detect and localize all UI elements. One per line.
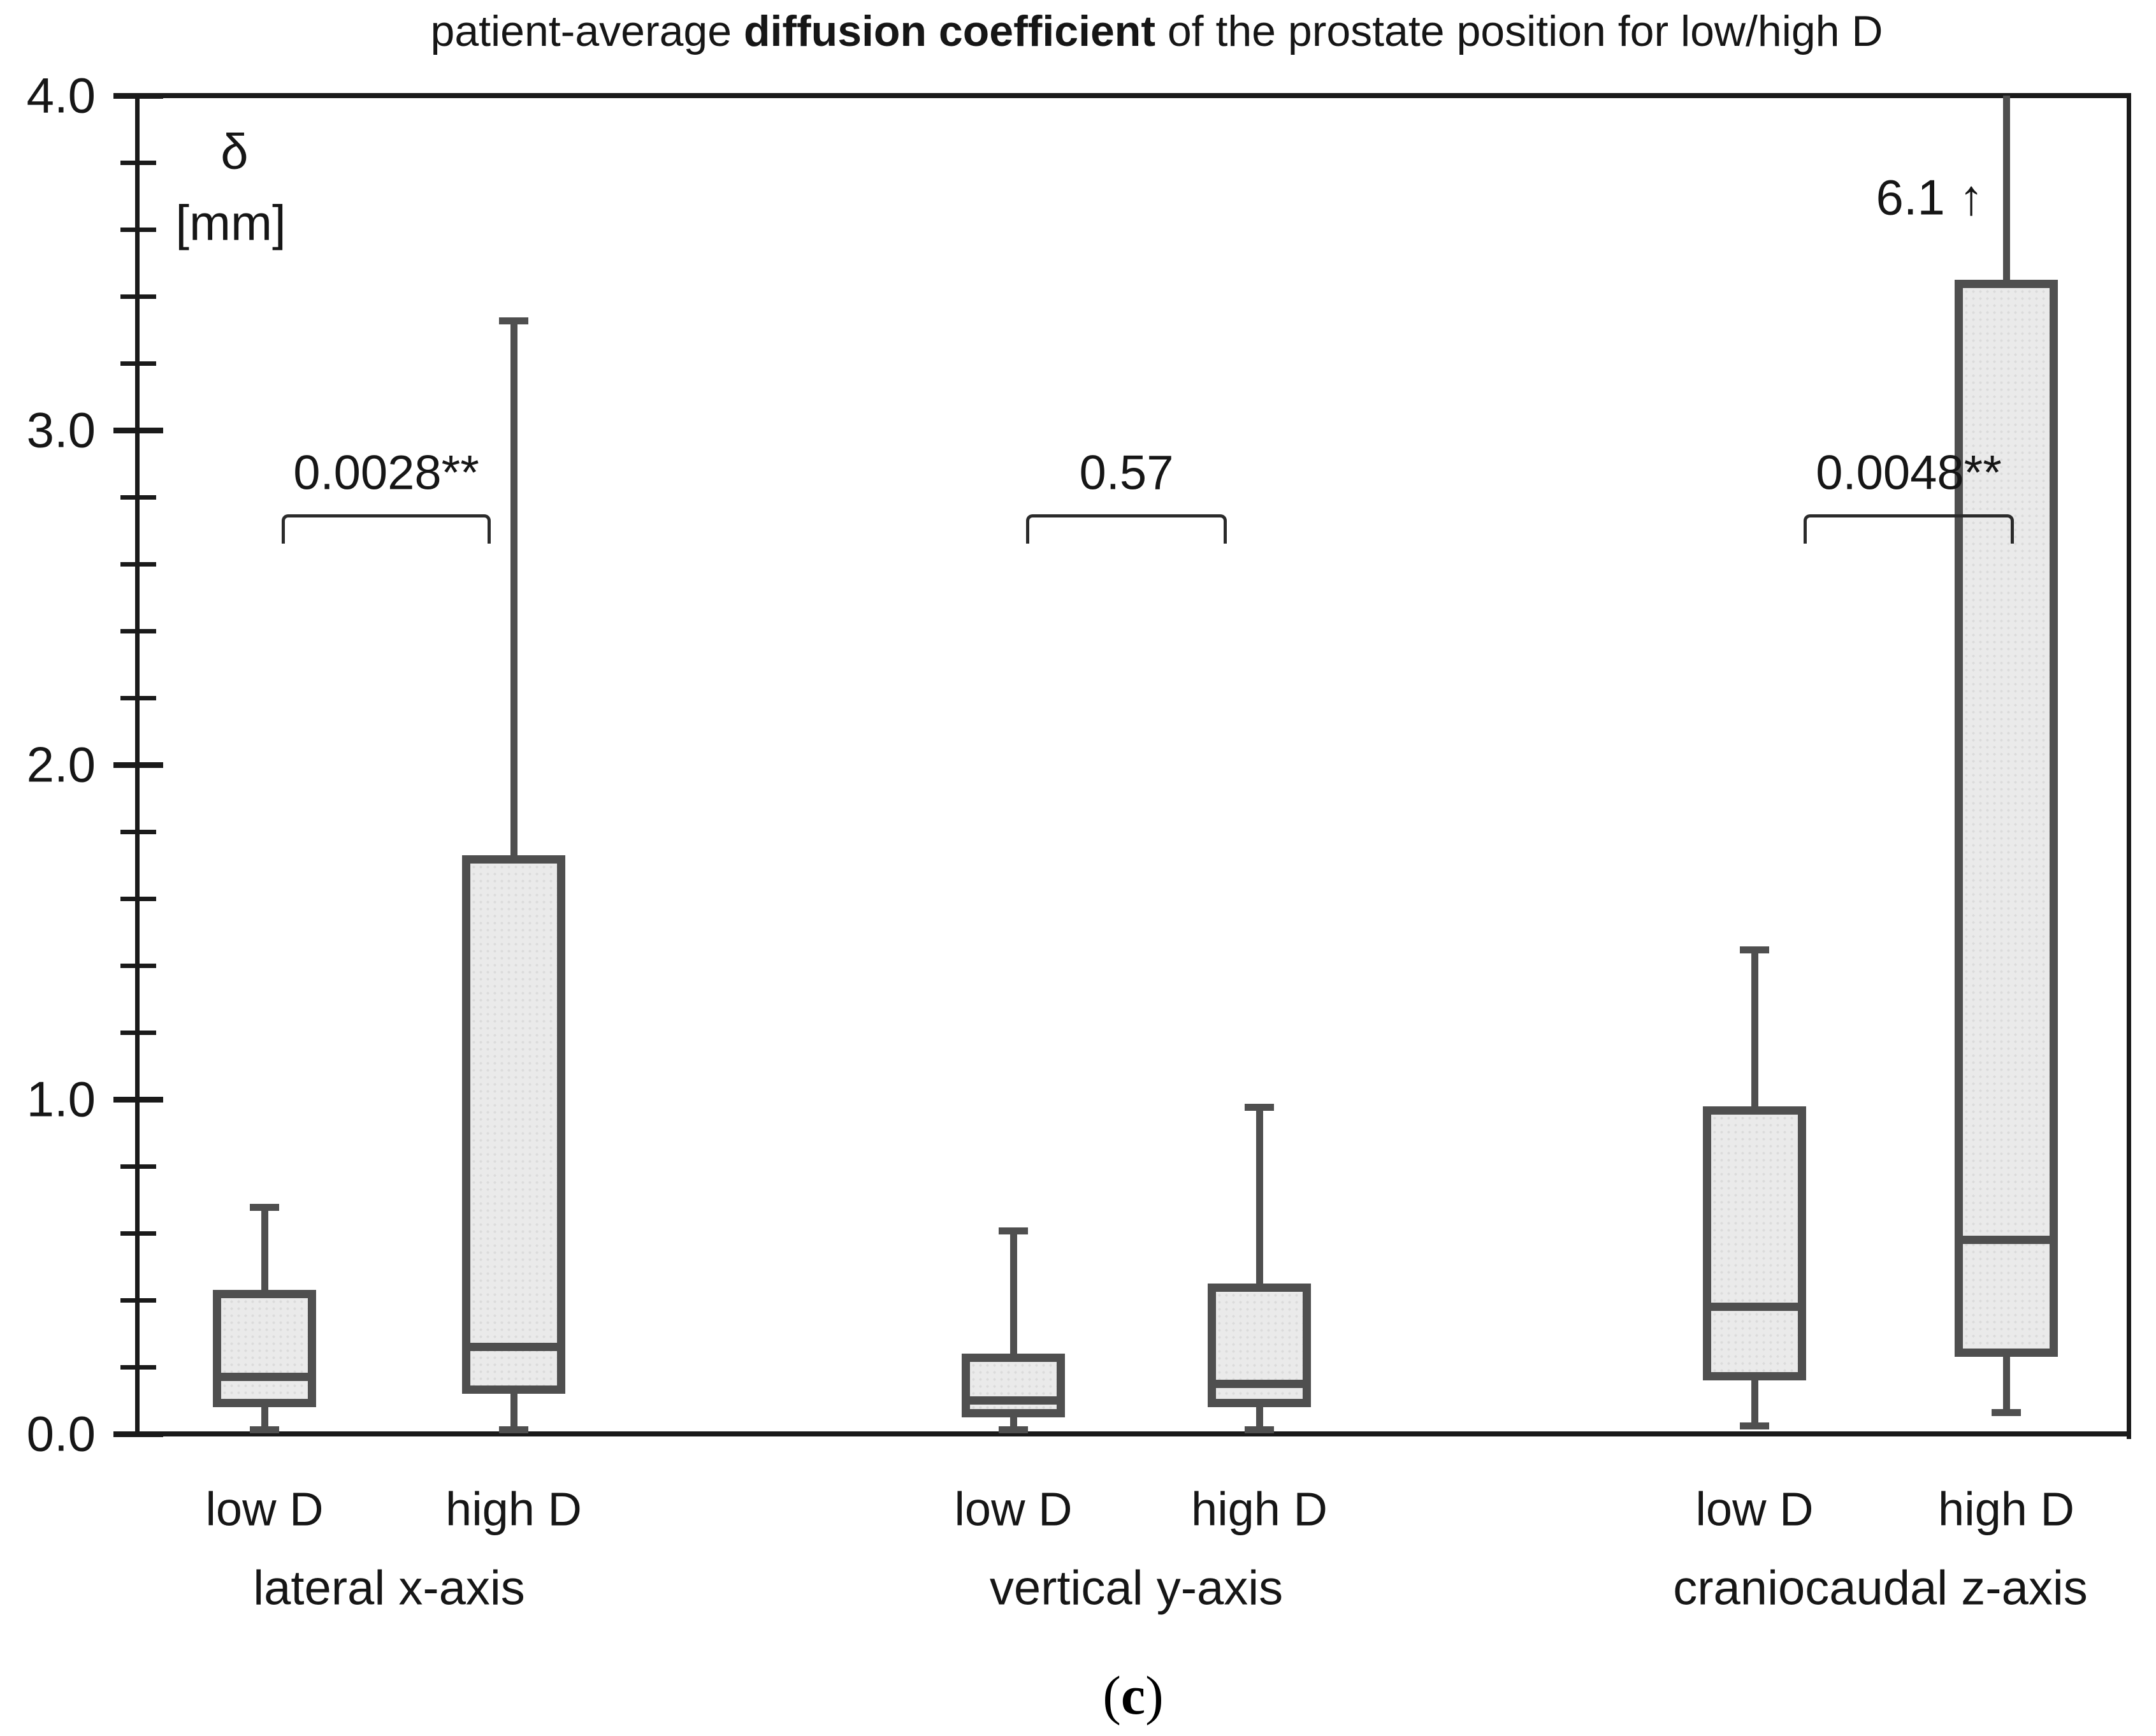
x-tick-label-vertical-y-axis-high-d: high D [1191, 1482, 1328, 1536]
y-minor-tick [120, 963, 156, 968]
x-axis-line [121, 1431, 2131, 1436]
group-label-lateral-x-axis: lateral x-axis [253, 1561, 525, 1616]
plot-right-border [2127, 93, 2131, 1439]
x-tick-label-craniocaudal-z-axis-high-d: high D [1938, 1482, 2074, 1536]
y-minor-tick [120, 1364, 156, 1370]
caption-open: ( [1103, 1665, 1121, 1726]
box-vertical-y-axis-high-d [1208, 1283, 1311, 1407]
group-label-craniocaudal-z-axis: craniocaudal z-axis [1673, 1561, 2088, 1616]
significance-bracket-lateral-x-axis [282, 514, 491, 544]
y-major-tick [113, 1096, 163, 1103]
whisker-upper-lateral-x-axis-low-d [261, 1210, 268, 1293]
whisker-lower-lateral-x-axis-low-d [261, 1405, 268, 1428]
outlier-annotation: 6.1 ↑ [1876, 169, 1984, 226]
y-minor-tick [120, 1030, 156, 1035]
whisker-cap-upper-lateral-x-axis-high-d [499, 317, 528, 324]
whisker-upper-craniocaudal-z-axis-high-d [2002, 96, 2010, 282]
whisker-lower-vertical-y-axis-low-d [1009, 1414, 1017, 1428]
x-tick-label-craniocaudal-z-axis-low-d: low D [1695, 1482, 1814, 1536]
median-line-craniocaudal-z-axis-high-d [1963, 1236, 2050, 1244]
y-minor-tick [120, 1164, 156, 1169]
caption-letter: c [1120, 1665, 1146, 1726]
y-minor-tick [120, 294, 156, 299]
y-tick-label-1.0: 1.0 [26, 1071, 96, 1127]
chart-title-bold: diffusion coefficient [743, 7, 1155, 55]
significance-bracket-vertical-y-axis [1026, 514, 1227, 544]
y-minor-tick [120, 227, 156, 232]
y-axis-symbol: δ [221, 123, 249, 180]
bracket-label-lateral-x-axis: 0.0028** [293, 445, 479, 500]
whisker-cap-upper-vertical-y-axis-low-d [999, 1227, 1028, 1234]
y-axis-unit: [mm] [175, 194, 286, 251]
box-vertical-y-axis-low-d [962, 1354, 1065, 1417]
box-craniocaudal-z-axis-low-d [1703, 1106, 1806, 1380]
y-minor-tick [120, 1298, 156, 1303]
median-line-vertical-y-axis-low-d [970, 1396, 1057, 1405]
caption-close: ) [1145, 1665, 1164, 1726]
y-minor-tick [120, 628, 156, 633]
y-major-tick [113, 427, 163, 433]
whisker-upper-vertical-y-axis-low-d [1009, 1233, 1017, 1356]
x-tick-label-lateral-x-axis-high-d: high D [445, 1482, 582, 1536]
chart-title-prefix: patient-average [430, 7, 744, 55]
box-lateral-x-axis-low-d [213, 1290, 316, 1407]
y-major-tick [113, 762, 163, 768]
y-tick-label-2.0: 2.0 [26, 736, 96, 793]
significance-bracket-craniocaudal-z-axis [1804, 514, 2014, 544]
median-line-craniocaudal-z-axis-low-d [1711, 1303, 1798, 1311]
whisker-lower-craniocaudal-z-axis-high-d [2002, 1354, 2010, 1411]
plot-top-border [136, 93, 2131, 98]
y-minor-tick [120, 829, 156, 834]
y-minor-tick [120, 361, 156, 366]
whisker-lower-craniocaudal-z-axis-low-d [1751, 1378, 1758, 1424]
bracket-label-vertical-y-axis: 0.57 [1079, 445, 1174, 500]
whisker-cap-upper-lateral-x-axis-low-d [250, 1204, 279, 1212]
whisker-cap-upper-vertical-y-axis-high-d [1245, 1103, 1274, 1111]
x-tick-label-vertical-y-axis-low-d: low D [954, 1482, 1073, 1536]
whisker-cap-lower-lateral-x-axis-low-d [250, 1426, 279, 1433]
whisker-cap-lower-vertical-y-axis-low-d [999, 1426, 1028, 1433]
y-minor-tick [120, 896, 156, 901]
figure-caption: (c) [1103, 1663, 1163, 1727]
bracket-label-craniocaudal-z-axis: 0.0048** [1816, 445, 2002, 500]
y-tick-label-3.0: 3.0 [26, 401, 96, 458]
chart-title: patient-average diffusion coefficient of… [431, 6, 1883, 56]
whisker-cap-lower-vertical-y-axis-high-d [1245, 1426, 1274, 1433]
median-line-lateral-x-axis-low-d [221, 1373, 308, 1382]
whisker-upper-craniocaudal-z-axis-low-d [1751, 952, 1758, 1109]
group-label-vertical-y-axis: vertical y-axis [989, 1561, 1284, 1616]
y-major-tick [113, 1431, 163, 1437]
y-minor-tick [120, 695, 156, 700]
whisker-upper-vertical-y-axis-high-d [1255, 1109, 1263, 1286]
y-minor-tick [120, 495, 156, 500]
median-line-lateral-x-axis-high-d [470, 1343, 557, 1351]
y-tick-label-0.0: 0.0 [26, 1405, 96, 1462]
whisker-lower-vertical-y-axis-high-d [1255, 1405, 1263, 1428]
y-minor-tick [120, 1231, 156, 1236]
median-line-vertical-y-axis-high-d [1216, 1379, 1303, 1388]
x-tick-label-lateral-x-axis-low-d: low D [205, 1482, 324, 1536]
y-minor-tick [120, 160, 156, 165]
box-lateral-x-axis-high-d [462, 855, 565, 1394]
box-craniocaudal-z-axis-high-d [1955, 279, 2058, 1357]
whisker-cap-lower-lateral-x-axis-high-d [499, 1426, 528, 1433]
whisker-cap-lower-craniocaudal-z-axis-high-d [1992, 1409, 2021, 1417]
whisker-upper-lateral-x-axis-high-d [510, 323, 517, 858]
chart-title-suffix: of the prostate position for low/high D [1155, 7, 1883, 55]
whisker-lower-lateral-x-axis-high-d [510, 1391, 517, 1428]
whisker-cap-upper-craniocaudal-z-axis-low-d [1740, 946, 1769, 953]
y-tick-label-4.0: 4.0 [26, 67, 96, 124]
y-major-tick [113, 92, 163, 99]
y-minor-tick [120, 561, 156, 567]
whisker-cap-lower-craniocaudal-z-axis-low-d [1740, 1422, 1769, 1430]
